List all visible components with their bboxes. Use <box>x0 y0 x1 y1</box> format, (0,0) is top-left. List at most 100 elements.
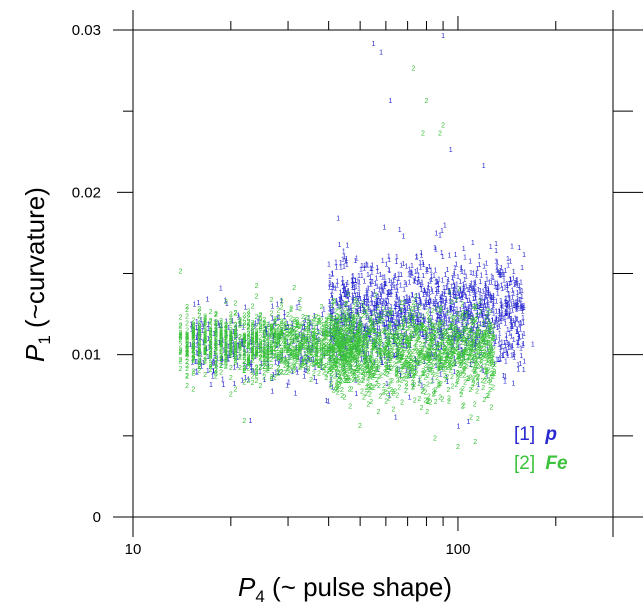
data-point-p: 1 <box>348 292 352 299</box>
data-point-p: 1 <box>386 345 390 352</box>
data-point-p: 1 <box>394 352 398 359</box>
data-point-p: 1 <box>415 306 419 313</box>
data-point-p: 1 <box>386 290 390 297</box>
data-point-p: 1 <box>398 321 402 328</box>
data-point-p: 1 <box>344 290 348 297</box>
data-point-p: 1 <box>505 335 509 342</box>
data-point-p: 1 <box>411 382 415 389</box>
data-point-fe: 2 <box>298 306 302 313</box>
data-point-p: 1 <box>515 282 519 289</box>
data-point-p: 1 <box>349 321 353 328</box>
data-point-p: 1 <box>387 337 391 344</box>
data-point-p: 1 <box>343 339 347 346</box>
data-point-fe: 2 <box>185 383 189 390</box>
legend-name-p: p <box>544 424 557 445</box>
data-point-p: 1 <box>447 317 451 324</box>
data-point-fe: 2 <box>479 309 483 316</box>
data-point-fe: 2 <box>450 341 454 348</box>
data-point-p: 1 <box>463 269 467 276</box>
data-point-p: 1 <box>501 352 505 359</box>
data-point-fe: 2 <box>422 342 426 349</box>
data-point-p: 1 <box>415 253 419 260</box>
data-point-p: 1 <box>387 289 391 296</box>
data-point-p: 1 <box>380 359 384 366</box>
data-point-fe: 2 <box>346 377 350 384</box>
data-point-fe: 2 <box>462 402 466 409</box>
data-point-fe: 2 <box>472 376 476 383</box>
data-point-p: 1 <box>444 296 448 303</box>
data-point-p: 1 <box>376 313 380 320</box>
legend-entry-p: [1] p <box>514 424 557 445</box>
data-point-p: 1 <box>219 285 223 292</box>
data-point-p: 1 <box>419 320 423 327</box>
data-point-p: 1 <box>335 301 339 308</box>
data-point-fe: 2 <box>280 322 284 329</box>
data-point-p: 1 <box>443 303 447 310</box>
data-point-p: 1 <box>328 307 332 314</box>
data-point-p: 1 <box>468 313 472 320</box>
data-point-p: 1 <box>381 258 385 265</box>
data-point-p: 1 <box>465 298 469 305</box>
data-point-p: 1 <box>401 324 405 331</box>
data-point-p: 1 <box>511 276 515 283</box>
data-point-fe: 2 <box>314 352 318 359</box>
data-point-p: 1 <box>452 286 456 293</box>
data-point-p: 1 <box>468 300 472 307</box>
data-point-p: 1 <box>333 319 337 326</box>
data-point-fe: 2 <box>334 318 338 325</box>
data-point-p: 1 <box>494 259 498 266</box>
data-point-p: 1 <box>417 294 421 301</box>
data-point-fe: 2 <box>233 343 237 350</box>
data-point-p: 1 <box>403 316 407 323</box>
data-point-p: 1 <box>424 291 428 298</box>
data-point-p: 1 <box>349 314 353 321</box>
data-point-fe: 2 <box>185 313 189 320</box>
data-point-p: 1 <box>343 345 347 352</box>
data-point-p: 1 <box>420 332 424 339</box>
data-point-p: 1 <box>386 316 390 323</box>
data-point-p: 1 <box>484 283 488 290</box>
data-point-p: 1 <box>339 336 343 343</box>
data-point-p: 1 <box>468 327 472 334</box>
data-point-p: 1 <box>452 369 456 376</box>
data-point-p: 1 <box>486 290 490 297</box>
data-point-p: 1 <box>374 301 378 308</box>
data-point-fe: 2 <box>375 377 379 384</box>
data-point-fe: 2 <box>348 350 352 357</box>
data-point-p: 1 <box>502 278 506 285</box>
data-point-fe: 2 <box>424 363 428 370</box>
data-point-p: 1 <box>339 310 343 317</box>
data-point-p: 1 <box>386 308 390 315</box>
x-tick-label: 10 <box>125 541 142 558</box>
data-point-fe: 2 <box>334 329 338 336</box>
data-point-p: 1 <box>402 301 406 308</box>
data-point-p: 1 <box>439 329 443 336</box>
data-point-p: 1 <box>385 261 389 268</box>
data-point-fe: 2 <box>469 415 473 422</box>
data-point-p: 1 <box>328 328 332 335</box>
data-point-p: 1 <box>469 308 473 315</box>
data-point-p: 1 <box>351 273 355 280</box>
data-point-p: 1 <box>327 262 331 269</box>
data-point-fe: 2 <box>413 398 417 405</box>
data-point-p: 1 <box>464 283 468 290</box>
data-point-fe: 2 <box>214 325 218 332</box>
data-point-p: 1 <box>519 320 523 327</box>
data-point-p: 1 <box>409 372 413 379</box>
data-point-p: 1 <box>360 263 364 270</box>
data-point-p: 1 <box>503 284 507 291</box>
data-point-p: 1 <box>363 327 367 334</box>
data-point-p: 1 <box>499 272 503 279</box>
data-point-fe: 2 <box>376 305 380 312</box>
data-point-p: 1 <box>485 260 489 267</box>
data-point-fe: 2 <box>289 305 293 312</box>
data-point-fe: 2 <box>255 324 259 331</box>
data-point-p: 1 <box>472 290 476 297</box>
data-point-fe: 2 <box>298 364 302 371</box>
data-point-p: 1 <box>422 262 426 269</box>
data-point-p: 1 <box>416 268 420 275</box>
data-point-p: 1 <box>482 339 486 346</box>
data-point-p: 1 <box>374 295 378 302</box>
data-point-p: 1 <box>364 331 368 338</box>
data-point-p: 1 <box>514 304 518 311</box>
